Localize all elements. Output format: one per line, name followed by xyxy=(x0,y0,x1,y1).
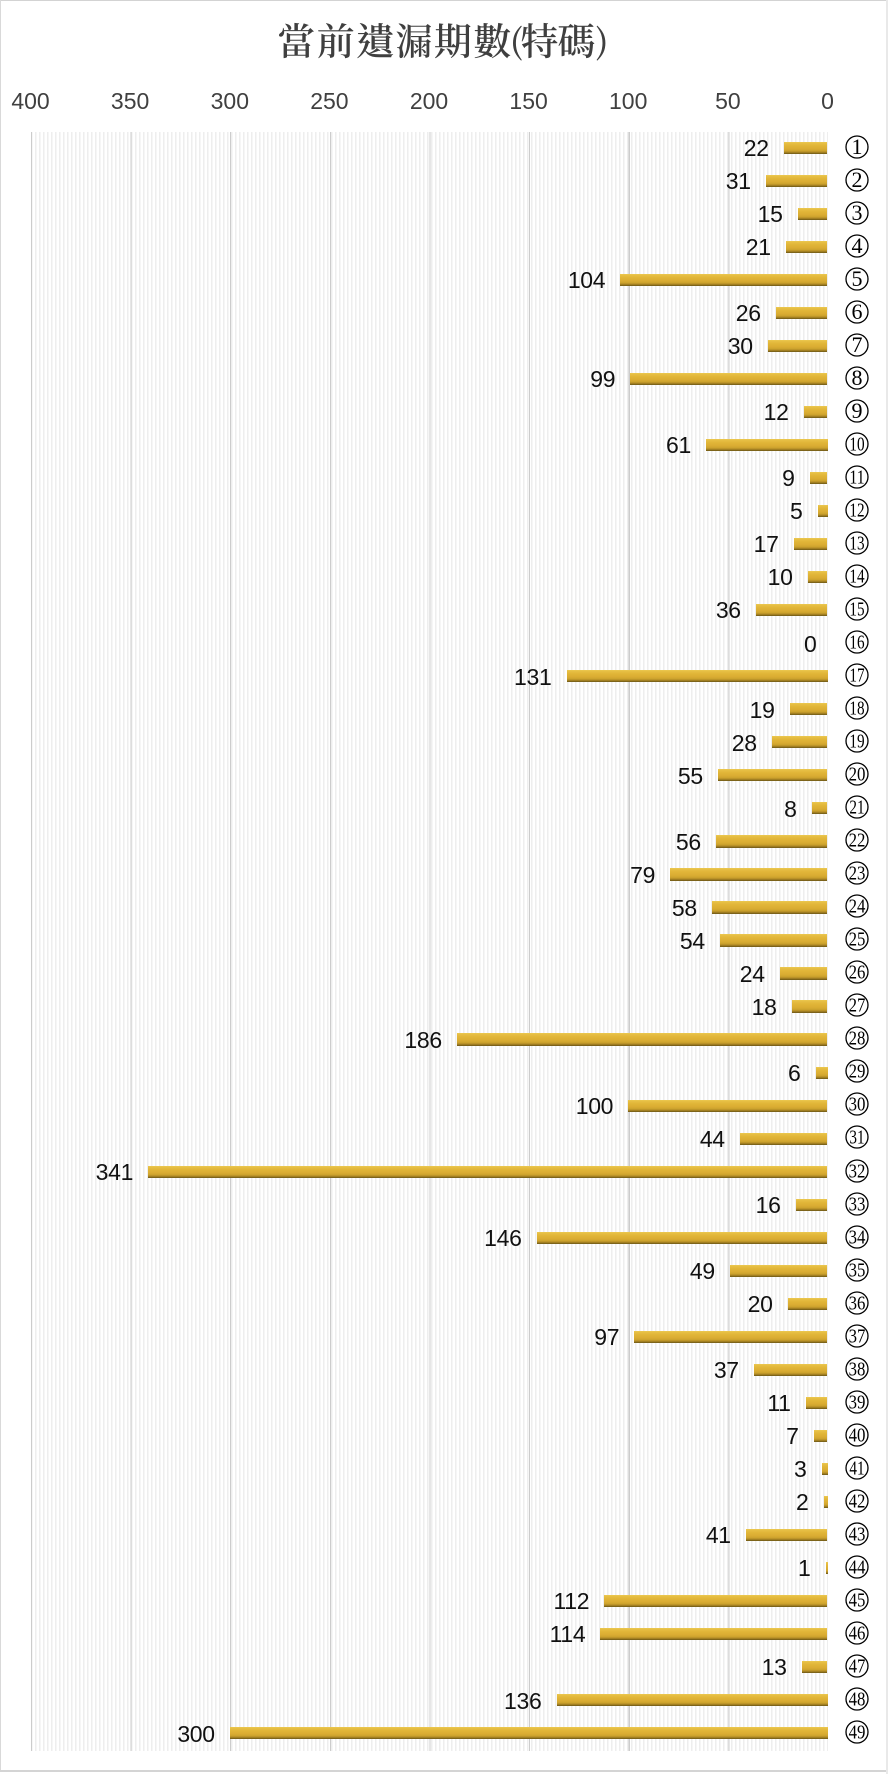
svg-text:30: 30 xyxy=(849,1094,866,1116)
svg-text:12: 12 xyxy=(849,499,864,521)
svg-text:27: 27 xyxy=(849,995,866,1017)
svg-text:35: 35 xyxy=(849,1259,866,1281)
svg-text:10: 10 xyxy=(849,433,864,455)
svg-text:14: 14 xyxy=(849,565,864,587)
svg-text:6: 6 xyxy=(852,299,863,324)
svg-text:1: 1 xyxy=(852,134,863,159)
svg-text:47: 47 xyxy=(849,1655,866,1677)
svg-text:43: 43 xyxy=(849,1523,866,1545)
svg-text:11: 11 xyxy=(849,466,864,488)
svg-text:49: 49 xyxy=(849,1722,866,1744)
svg-text:28: 28 xyxy=(849,1028,866,1050)
svg-text:16: 16 xyxy=(849,632,864,654)
svg-text:9: 9 xyxy=(852,398,863,423)
svg-text:39: 39 xyxy=(849,1391,866,1413)
svg-text:20: 20 xyxy=(849,764,866,786)
svg-text:21: 21 xyxy=(849,797,864,819)
svg-text:4: 4 xyxy=(852,233,863,258)
svg-text:41: 41 xyxy=(849,1457,864,1479)
svg-text:29: 29 xyxy=(849,1061,866,1083)
svg-text:19: 19 xyxy=(849,731,864,753)
svg-text:17: 17 xyxy=(849,665,864,687)
svg-text:42: 42 xyxy=(849,1490,866,1512)
svg-text:15: 15 xyxy=(849,598,864,620)
svg-text:13: 13 xyxy=(849,532,864,554)
svg-text:2: 2 xyxy=(852,167,863,192)
svg-text:38: 38 xyxy=(849,1358,866,1380)
svg-text:32: 32 xyxy=(849,1160,866,1182)
svg-text:36: 36 xyxy=(849,1292,866,1314)
svg-text:37: 37 xyxy=(849,1325,866,1347)
svg-text:40: 40 xyxy=(849,1424,866,1446)
svg-text:48: 48 xyxy=(849,1689,866,1711)
svg-text:45: 45 xyxy=(849,1589,866,1611)
svg-text:18: 18 xyxy=(849,698,864,720)
svg-text:7: 7 xyxy=(852,332,863,357)
svg-text:25: 25 xyxy=(849,929,866,951)
svg-text:31: 31 xyxy=(849,1127,864,1149)
svg-text:44: 44 xyxy=(849,1556,866,1578)
svg-text:8: 8 xyxy=(852,365,863,390)
svg-text:3: 3 xyxy=(852,200,863,225)
svg-text:46: 46 xyxy=(849,1622,866,1644)
svg-text:24: 24 xyxy=(849,896,866,918)
svg-text:33: 33 xyxy=(849,1193,866,1215)
svg-text:34: 34 xyxy=(849,1226,866,1248)
svg-text:23: 23 xyxy=(849,863,866,885)
svg-text:22: 22 xyxy=(849,830,866,852)
svg-text:5: 5 xyxy=(852,266,863,291)
svg-text:26: 26 xyxy=(849,962,866,984)
